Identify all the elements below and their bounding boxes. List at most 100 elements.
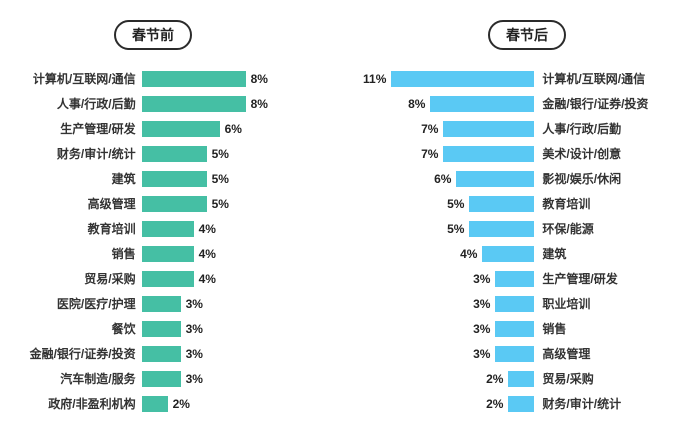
left-bar-value: 2%	[172, 396, 190, 411]
left-bar-area: 6%	[141, 120, 338, 137]
chart-row: 政府/非盈利机构 2% 2% 财务/审计/统计	[0, 391, 678, 416]
left-bar	[141, 170, 207, 187]
right-bar-area: 3%	[338, 270, 535, 287]
right-bar	[495, 295, 535, 312]
right-bar-value: 8%	[408, 96, 426, 111]
chart-row: 计算机/互联网/通信 8% 11% 计算机/互联网/通信	[0, 66, 678, 91]
left-bar-value: 8%	[250, 96, 268, 111]
chart-rows: 计算机/互联网/通信 8% 11% 计算机/互联网/通信 人事/行政/后勤 8% 8% 金融/…	[0, 66, 678, 416]
category-label-left: 贸易/采购	[84, 272, 136, 286]
category-label-left: 财务/审计/统计	[56, 147, 136, 161]
category-label-right: 贸易/采购	[542, 372, 594, 386]
left-bar-value: 4%	[198, 271, 216, 286]
right-bar	[391, 70, 535, 87]
category-label-right: 职业培训	[542, 297, 591, 311]
left-bar	[141, 370, 181, 387]
right-bar-area: 5%	[338, 195, 535, 212]
category-label-right: 生产管理/研发	[542, 272, 618, 286]
category-label-right: 环保/能源	[542, 222, 594, 236]
right-bar-value: 7%	[421, 121, 439, 136]
right-bar-area: 5%	[338, 220, 535, 237]
category-label-left: 餐饮	[111, 322, 136, 336]
right-bar	[456, 170, 535, 187]
left-bar-value: 8%	[250, 71, 268, 86]
right-bar-area: 8%	[338, 95, 535, 112]
category-label-right: 销售	[542, 322, 567, 336]
right-bar	[469, 195, 535, 212]
left-bar-value: 3%	[185, 321, 203, 336]
left-bar-value: 4%	[198, 221, 216, 236]
right-bar	[508, 395, 535, 412]
left-bar-area: 3%	[141, 370, 338, 387]
right-bar-value: 2%	[486, 371, 504, 386]
category-label-left: 建筑	[111, 172, 136, 186]
right-bar-area: 6%	[338, 170, 535, 187]
left-bar	[141, 395, 168, 412]
chart-row: 销售 4% 4% 建筑	[0, 241, 678, 266]
right-bar	[482, 245, 535, 262]
left-bar-area: 3%	[141, 345, 338, 362]
category-label-left: 政府/非盈利机构	[48, 397, 136, 411]
category-label-right: 高级管理	[542, 347, 591, 361]
right-bar-area: 3%	[338, 295, 535, 312]
left-bar-area: 3%	[141, 295, 338, 312]
right-bar-area: 7%	[338, 145, 535, 162]
right-bar-area: 11%	[338, 70, 535, 87]
right-bar	[495, 345, 535, 362]
left-bar-value: 6%	[224, 121, 242, 136]
legend-pill-before-festival: 春节前	[114, 20, 192, 50]
category-label-right: 教育培训	[542, 197, 591, 211]
right-bar	[495, 320, 535, 337]
left-bar-area: 5%	[141, 195, 338, 212]
chart-row: 生产管理/研发 6% 7% 人事/行政/后勤	[0, 116, 678, 141]
category-label-left: 教育培训	[87, 222, 136, 236]
right-bar-value: 2%	[486, 396, 504, 411]
right-bar	[443, 145, 535, 162]
right-bar-area: 3%	[338, 320, 535, 337]
chart-row: 汽车制造/服务 3% 2% 贸易/采购	[0, 366, 678, 391]
left-bar-area: 8%	[141, 70, 338, 87]
category-label-right: 美术/设计/创意	[542, 147, 622, 161]
chart-row: 教育培训 4% 5% 环保/能源	[0, 216, 678, 241]
right-bar-value: 5%	[447, 196, 465, 211]
right-bar-value: 11%	[363, 71, 387, 86]
left-bar-area: 4%	[141, 220, 338, 237]
right-bar-area: 7%	[338, 120, 535, 137]
left-bar	[141, 95, 246, 112]
category-label-right: 金融/银行/证券/投资	[542, 97, 649, 111]
right-bar-value: 3%	[473, 321, 491, 336]
right-bar-area: 3%	[338, 345, 535, 362]
left-bar-area: 8%	[141, 95, 338, 112]
left-bar	[141, 270, 194, 287]
category-label-left: 销售	[111, 247, 136, 261]
right-bar	[430, 95, 535, 112]
left-bar-area: 4%	[141, 245, 338, 262]
chart-row: 财务/审计/统计 5% 7% 美术/设计/创意	[0, 141, 678, 166]
left-bar-value: 4%	[198, 246, 216, 261]
left-bar-area: 4%	[141, 270, 338, 287]
right-bar-value: 3%	[473, 296, 491, 311]
left-bar	[141, 295, 181, 312]
left-bar-value: 5%	[211, 196, 229, 211]
left-bar	[141, 245, 194, 262]
category-label-left: 人事/行政/后勤	[56, 97, 136, 111]
left-bar-area: 5%	[141, 170, 338, 187]
chart-row: 贸易/采购 4% 3% 生产管理/研发	[0, 266, 678, 291]
right-bar-value: 4%	[460, 246, 478, 261]
right-bar	[469, 220, 535, 237]
category-label-right: 人事/行政/后勤	[542, 122, 622, 136]
category-label-left: 金融/银行/证券/投资	[29, 347, 136, 361]
chart-row: 医院/医疗/护理 3% 3% 职业培训	[0, 291, 678, 316]
chart-row: 餐饮 3% 3% 销售	[0, 316, 678, 341]
category-label-right: 影视/娱乐/休闲	[542, 172, 622, 186]
right-bar	[508, 370, 535, 387]
left-bar-area: 2%	[141, 395, 338, 412]
left-bar	[141, 195, 207, 212]
category-label-left: 汽车制造/服务	[60, 372, 136, 386]
right-bar-value: 3%	[473, 271, 491, 286]
category-label-right: 财务/审计/统计	[542, 397, 622, 411]
left-bar-value: 3%	[185, 346, 203, 361]
right-bar	[443, 120, 535, 137]
left-bar	[141, 220, 194, 237]
